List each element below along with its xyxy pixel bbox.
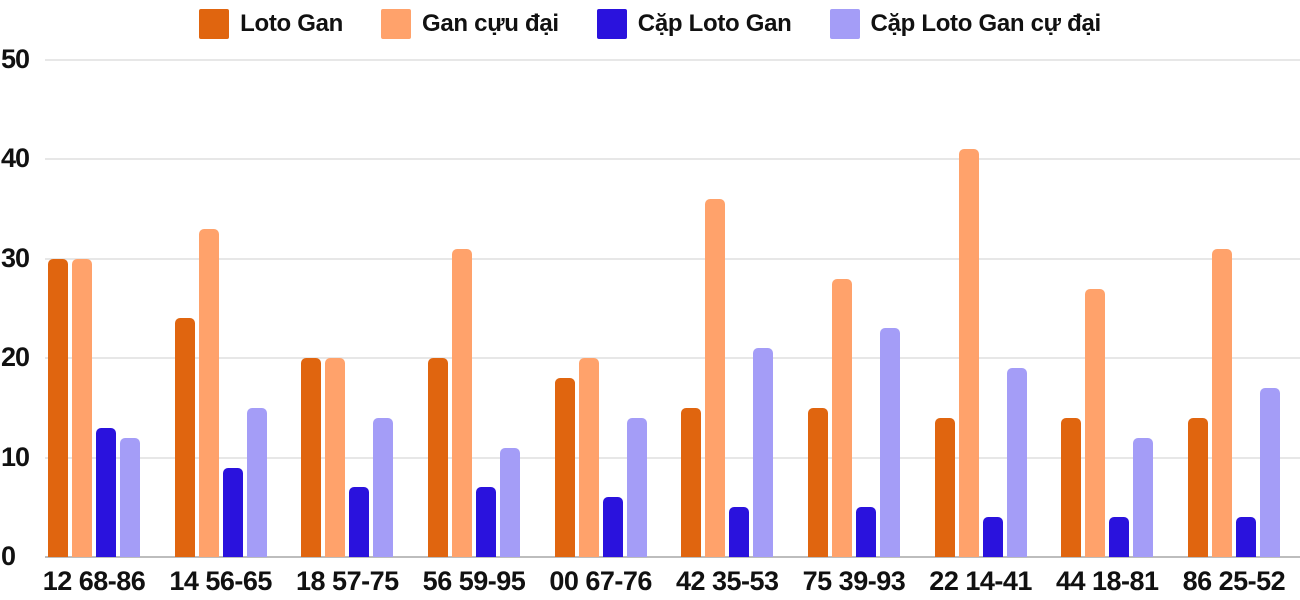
bar-cặp-loto-gan <box>1235 517 1256 557</box>
bar-cặp-loto-gan <box>475 487 496 557</box>
bar-loto-gan <box>1187 417 1208 557</box>
bar-cặp-loto-gan <box>96 427 116 557</box>
legend-label: Gan cựu đại <box>422 10 559 37</box>
bar-loto-gan <box>681 407 702 557</box>
bar-loto-gan <box>427 358 448 557</box>
legend-item: Cặp Loto Gan cự đại <box>829 9 1102 39</box>
bar-group: 42 35-53 <box>676 60 779 596</box>
bar-gan-cựu-đại <box>831 278 852 557</box>
bar-cặp-loto-gan <box>855 507 876 557</box>
legend-label: Loto Gan <box>240 10 344 37</box>
bar-loto-gan <box>301 358 322 557</box>
bar-cặp-loto-gan-cự-đại <box>499 447 520 557</box>
gridline <box>45 59 1300 61</box>
x-axis-label: 22 14-41 <box>929 566 1032 596</box>
bar-cặp-loto-gan <box>602 497 623 557</box>
legend-swatch-icon <box>199 9 230 39</box>
bar-loto-gan <box>174 318 195 557</box>
legend-swatch-icon <box>596 9 627 39</box>
bar-cặp-loto-gan <box>349 487 370 557</box>
bar-gan-cựu-đại <box>198 228 219 557</box>
bar-loto-gan <box>1061 417 1082 557</box>
x-axis-label: 00 67-76 <box>549 566 652 596</box>
bar-loto-gan <box>807 407 828 557</box>
y-tick-label: 0 <box>1 540 16 571</box>
bar-group: 75 39-93 <box>803 60 906 596</box>
bar-loto-gan <box>934 417 955 557</box>
bar-group: 00 67-76 <box>549 60 652 596</box>
bar-group: 44 18-81 <box>1056 60 1159 596</box>
gridline <box>45 456 1300 459</box>
bar-gan-cựu-đại <box>1085 288 1106 557</box>
bar-gan-cựu-đại <box>1211 248 1232 557</box>
bar-cặp-loto-gan-cự-đại <box>879 328 900 557</box>
bar-loto-gan <box>554 378 575 557</box>
bar-cặp-loto-gan <box>222 467 243 557</box>
legend-item: Cặp Loto Gan <box>596 9 792 39</box>
bar-group: 86 25-52 <box>1183 60 1286 596</box>
bar-cặp-loto-gan-cự-đại <box>1259 388 1280 557</box>
x-axis-label: 44 18-81 <box>1055 566 1159 596</box>
bar-gan-cựu-đại <box>451 248 472 557</box>
bar-groups: 12 68-86 14 56-65 18 57-75 56 59-95 00 67-76… <box>43 60 1300 596</box>
gridline <box>45 158 1300 161</box>
bar-group: 22 14-41 <box>929 60 1032 596</box>
bar-cặp-loto-gan-cự-đại <box>626 417 647 557</box>
legend-item: Gan cựu đại <box>381 9 559 39</box>
x-axis-label: 86 25-52 <box>1182 566 1286 596</box>
y-tick-label: 40 <box>1 143 30 174</box>
plot-area: 0 10 20 30 40 50 12 68-86 14 56-65 18 57-75 56 5… <box>0 44 1300 596</box>
bar-cặp-loto-gan <box>982 517 1003 557</box>
y-tick-label: 10 <box>1 441 30 472</box>
bar-cặp-loto-gan-cự-đại <box>753 348 774 557</box>
bar-cặp-loto-gan <box>729 507 750 557</box>
bar-gan-cựu-đại <box>72 258 92 557</box>
bar-cặp-loto-gan-cự-đại <box>246 407 267 557</box>
bar-gan-cựu-đại <box>958 149 979 557</box>
y-tick-label: 20 <box>1 342 30 373</box>
bar-group: 56 59-95 <box>423 60 526 596</box>
bar-gan-cựu-đại <box>705 199 726 557</box>
bar-cặp-loto-gan-cự-đại <box>373 417 394 557</box>
y-tick-label: 50 <box>1 43 30 74</box>
x-axis-line <box>45 556 1300 558</box>
bar-group: 12 68-86 <box>43 60 146 596</box>
gridline <box>45 257 1300 260</box>
x-axis-label: 14 56-65 <box>169 566 272 596</box>
bar-cặp-loto-gan-cự-đại <box>1133 437 1154 557</box>
x-axis-label: 42 35-53 <box>675 566 779 596</box>
x-axis-label: 75 39-93 <box>802 566 906 596</box>
chart-legend: Loto Gan Gan cựu đại Cặp Loto Gan Cặp Loto … <box>0 9 1300 39</box>
legend-item: Loto Gan <box>199 9 343 39</box>
bar-loto-gan <box>48 258 68 557</box>
bar-group: 14 56-65 <box>169 60 272 596</box>
x-axis-label: 56 59-95 <box>422 566 526 596</box>
x-axis-label: 18 57-75 <box>296 566 399 596</box>
legend-label: Cặp Loto Gan cự đại <box>870 10 1102 37</box>
legend-swatch-icon <box>381 9 412 39</box>
legend-swatch-icon <box>829 9 860 39</box>
bar-cặp-loto-gan-cự-đại <box>120 437 140 557</box>
bar-cặp-loto-gan <box>1109 517 1130 557</box>
legend-label: Cặp Loto Gan <box>637 10 792 37</box>
gridline <box>45 357 1300 360</box>
y-tick-label: 30 <box>1 242 30 273</box>
bar-group: 18 57-75 <box>296 60 399 596</box>
bar-gan-cựu-đại <box>325 358 346 557</box>
x-axis-label: 12 68-86 <box>42 566 146 596</box>
bar-cặp-loto-gan-cự-đại <box>1006 368 1027 557</box>
bar-gan-cựu-đại <box>578 358 599 557</box>
